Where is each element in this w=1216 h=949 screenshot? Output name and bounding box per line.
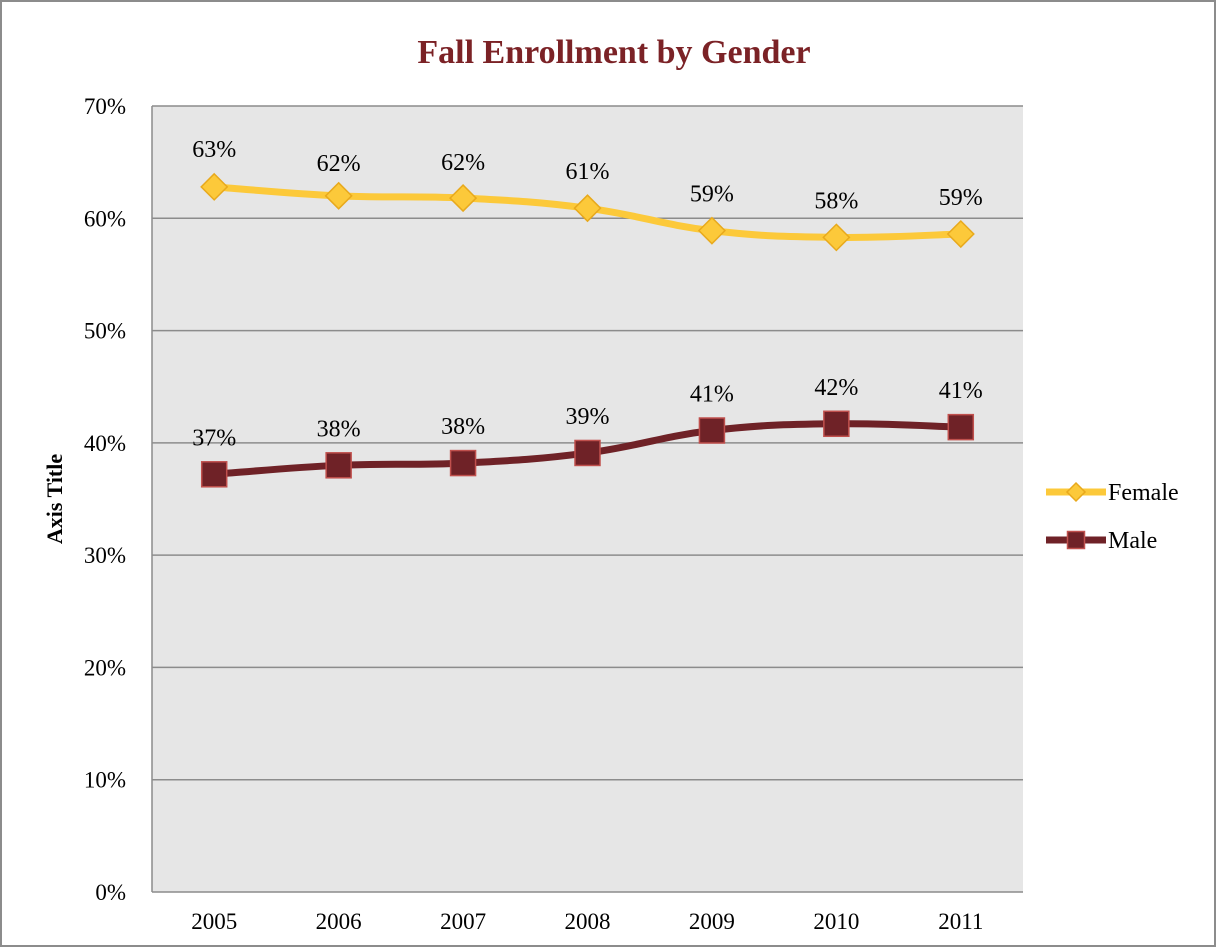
data-point [946,219,975,249]
legend-marker [1065,481,1087,503]
x-tick-label: 2008 [565,909,611,934]
y-tick-label: 10% [84,768,126,793]
legend: Female Male [1046,480,1179,554]
data-point [449,184,478,213]
chart-title: Fall Enrollment by Gender [417,34,810,71]
data-point [449,449,477,477]
y-tick-label: 40% [84,431,126,456]
data-point [325,452,352,479]
data-point [698,417,726,444]
y-tick-label: 30% [84,543,126,568]
y-tick-label: 60% [84,206,126,231]
x-axis-ticks: 2005 2006 2007 2008 2009 2010 2011 [191,909,983,934]
y-tick-label: 20% [84,655,126,680]
x-tick-label: 2009 [689,909,735,934]
data-label: 38% [441,414,485,440]
data-label: 61% [566,159,610,185]
y-tick-label: 70% [84,94,126,119]
data-label: 59% [939,185,983,211]
data-label: 62% [441,150,485,176]
data-label: 39% [566,404,610,430]
x-tick-label: 2005 [191,909,237,934]
data-point [200,172,229,201]
data-label: 42% [814,375,858,401]
y-tick-label: 50% [84,319,126,344]
data-point [947,413,975,441]
series-layer: 63% 62% 62% 61% 59% 58% 59% 37% 38% 38% 39% 41% 42% 4… [192,137,983,488]
data-label: 41% [939,378,983,404]
x-tick-label: 2006 [316,909,362,934]
data-point [324,181,353,210]
data-label: 62% [317,151,361,177]
data-label: 63% [192,137,236,163]
data-label: 58% [814,188,858,214]
legend-item-male: Male [1046,528,1157,554]
x-tick-label: 2010 [813,909,859,934]
legend-label: Male [1108,528,1157,554]
legend-label: Female [1108,480,1179,506]
data-point [573,194,602,223]
legend-marker [1066,530,1086,550]
data-point [574,439,601,467]
data-label: 37% [192,425,236,451]
y-axis-ticks: 0% 10% 20% 30% 40% 50% 60% 70% [84,94,126,905]
data-point [697,216,726,245]
y-tick-label: 0% [95,880,126,905]
plot-area [152,106,1023,892]
x-tick-label: 2007 [440,909,486,934]
series-female: 63% 62% 62% 61% 59% 58% 59% [192,137,983,252]
y-axis-title: Axis Title [42,454,67,544]
data-label: 38% [317,416,361,442]
data-point [200,461,228,488]
x-tick-label: 2011 [938,909,983,934]
series-male: 37% 38% 38% 39% 41% 42% 41% [192,375,983,488]
data-point [822,223,851,252]
data-point [823,410,850,438]
data-label: 59% [690,182,734,208]
data-label: 41% [690,382,734,408]
legend-item-female: Female [1046,480,1179,506]
